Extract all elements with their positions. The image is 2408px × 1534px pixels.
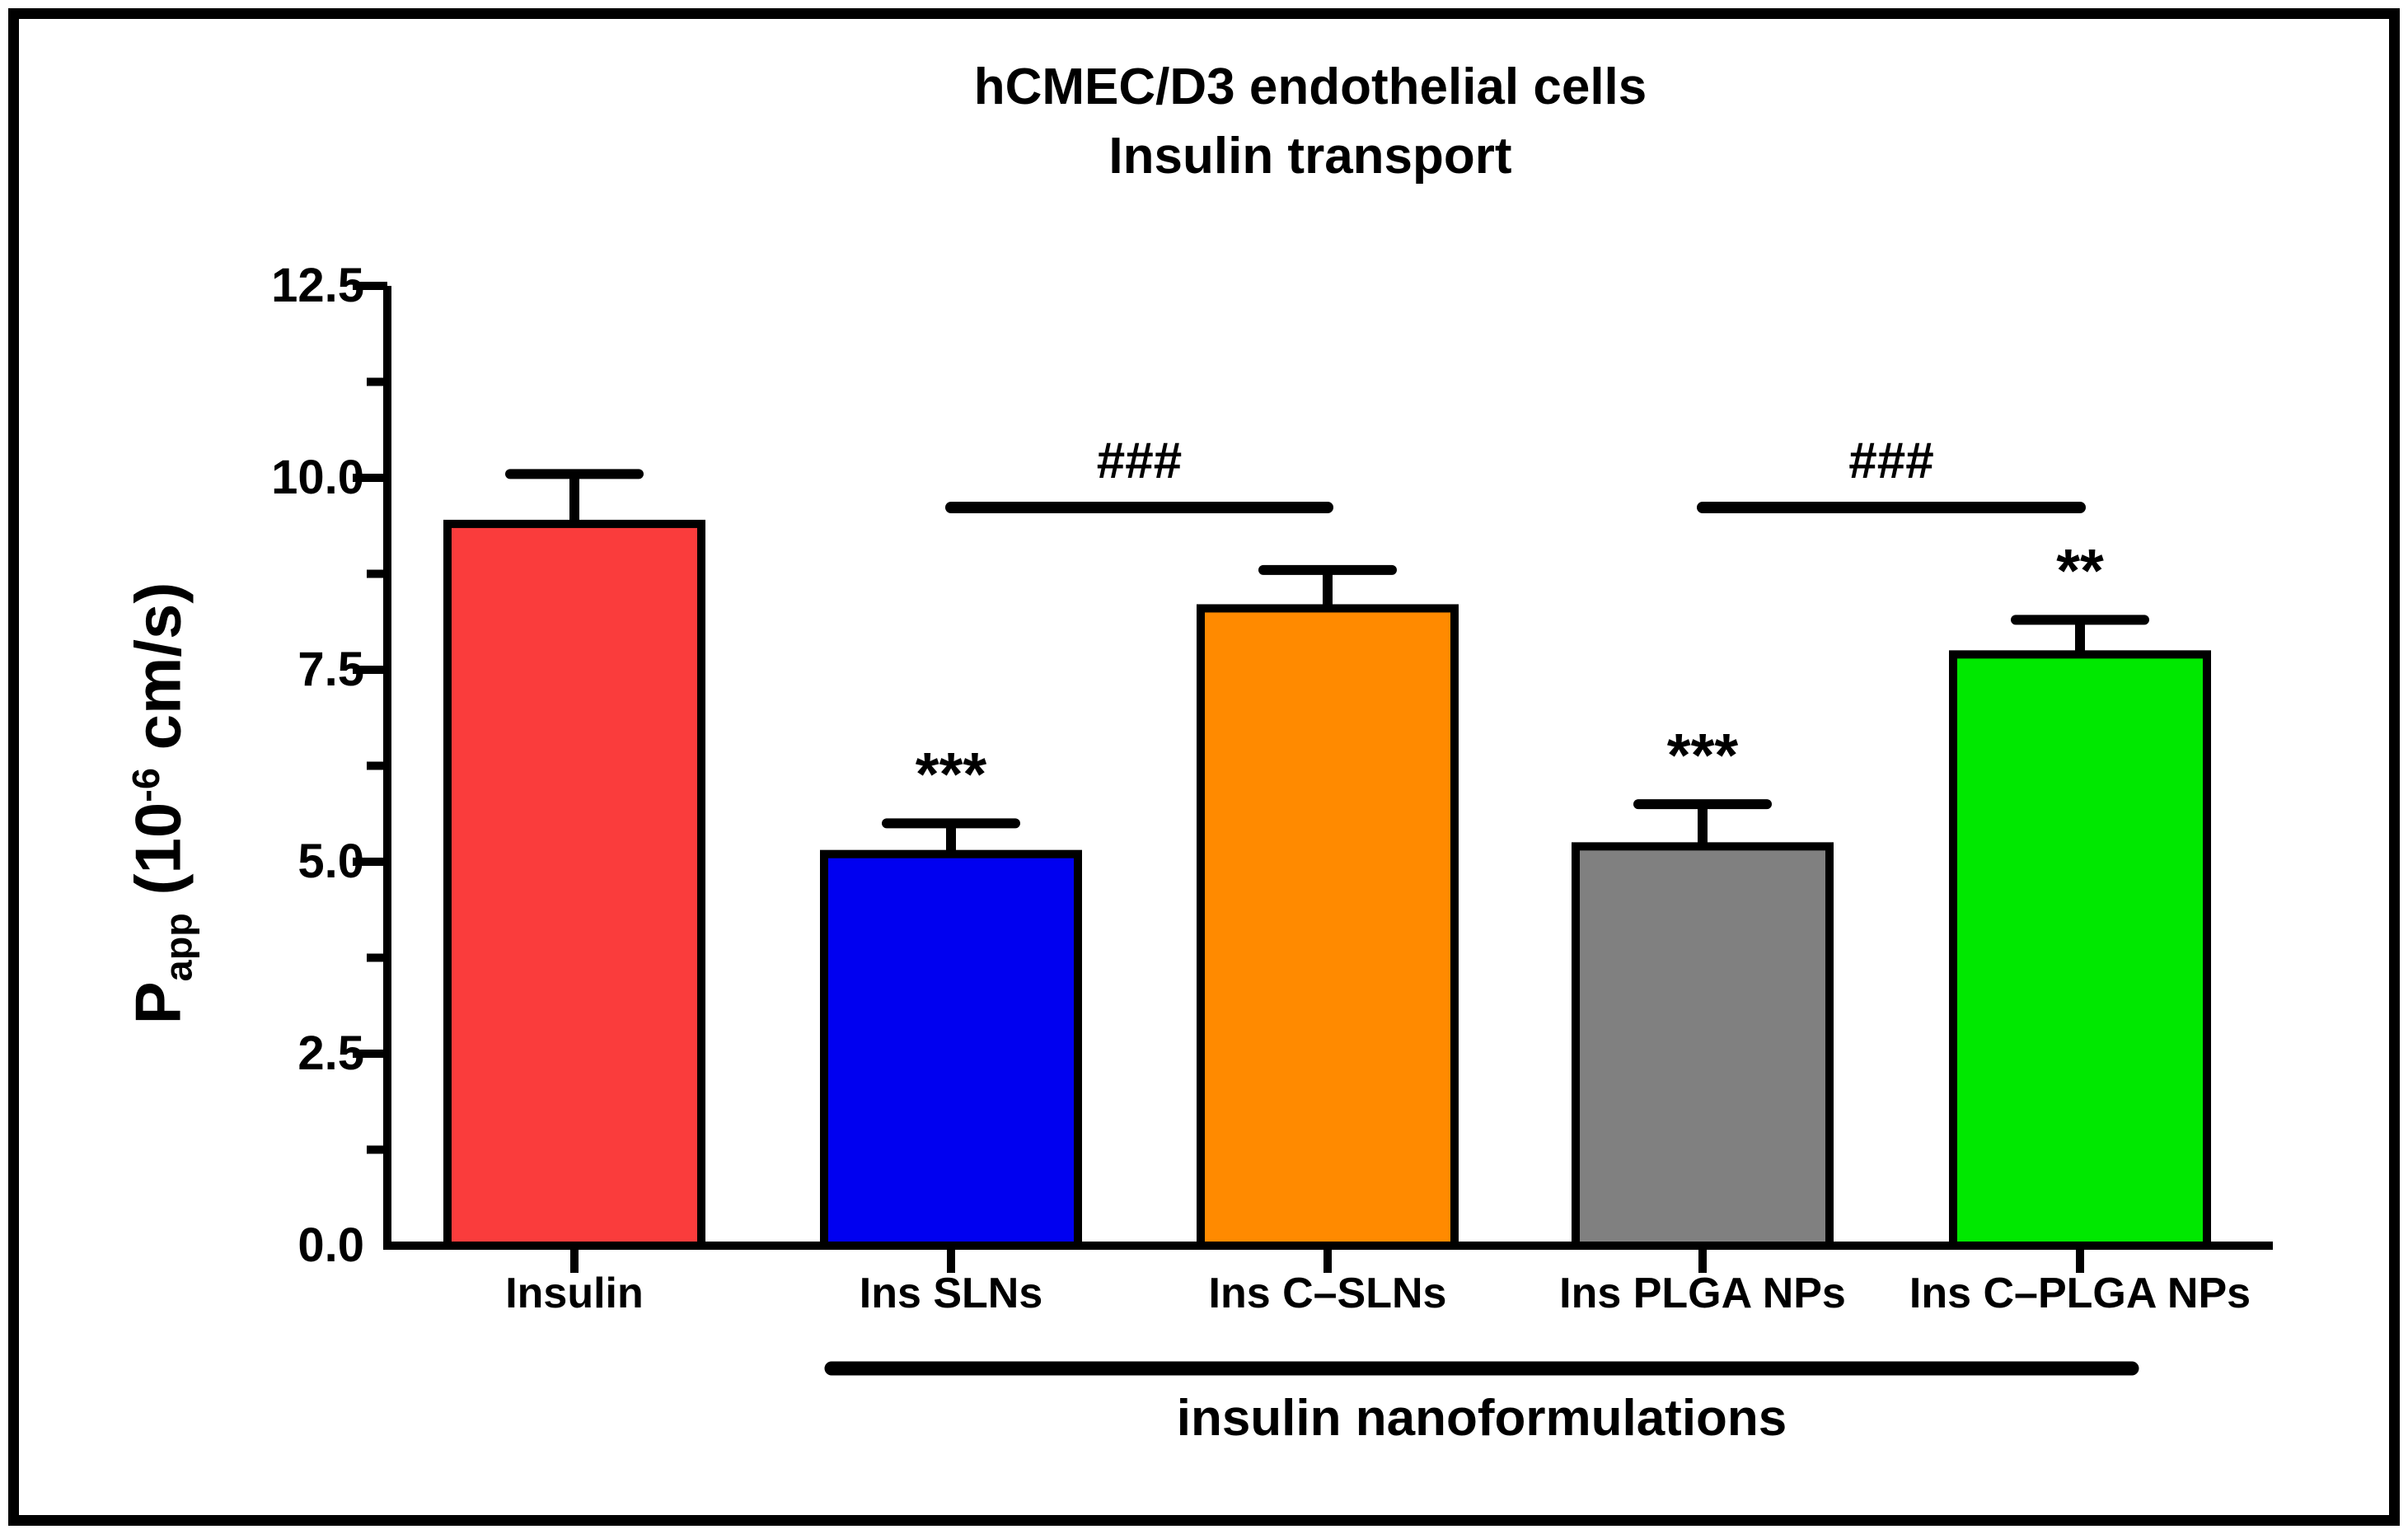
y-axis-label-symbol: P (121, 981, 194, 1025)
significance-mark-2: *** (1666, 721, 1739, 790)
y-tick-label-5.0: 5.0 (297, 835, 364, 888)
y-axis-label-unit-open: (10 (121, 802, 194, 914)
bar-insulin (443, 519, 705, 1250)
y-tick-label-7.5: 7.5 (297, 643, 364, 696)
x-category-label-4: Ins PLGA NPs (1559, 1270, 1846, 1317)
y-axis-label-exponent: -6 (124, 768, 167, 802)
x-category-label-3: Ins C–SLNs (1208, 1270, 1447, 1317)
chart-title-line1: hCMEC/D3 endothelial cells (973, 58, 1647, 115)
group-annotation-label: insulin nanoformulations (1176, 1390, 1787, 1447)
figure-border (8, 8, 2400, 1526)
y-axis-label-unit-close: cm/s) (121, 582, 194, 769)
y-tick-label-0.0: 0.0 (297, 1218, 364, 1272)
bar-ins-slns (820, 849, 1082, 1251)
y-axis-label: Papp (10-6 cm/s) (120, 582, 200, 1025)
significance-mark-3: ** (2056, 536, 2104, 606)
significance-mark-1: *** (915, 740, 987, 809)
y-tick-label-10.0: 10.0 (271, 451, 364, 504)
bar-ins-c-plga-nps (1949, 650, 2211, 1250)
x-category-label-2: Ins SLNs (859, 1270, 1043, 1317)
comparison-label-1: ### (1096, 433, 1183, 489)
bar-ins-plga-nps (1572, 842, 1834, 1250)
y-tick-label-12.5: 12.5 (271, 259, 364, 312)
bar-ins-c-slns (1197, 604, 1459, 1250)
y-axis-label-subscript: app (157, 913, 200, 982)
chart-title: hCMEC/D3 endothelial cells Insulin trans… (974, 53, 1647, 191)
comparison-label-2: ### (1848, 433, 1934, 489)
x-category-label-1: Insulin (505, 1270, 644, 1317)
x-category-label-5: Ins C–PLGA NPs (1909, 1270, 2251, 1317)
chart-title-line2: Insulin transport (1108, 128, 1512, 185)
y-tick-label-2.5: 2.5 (297, 1027, 364, 1080)
